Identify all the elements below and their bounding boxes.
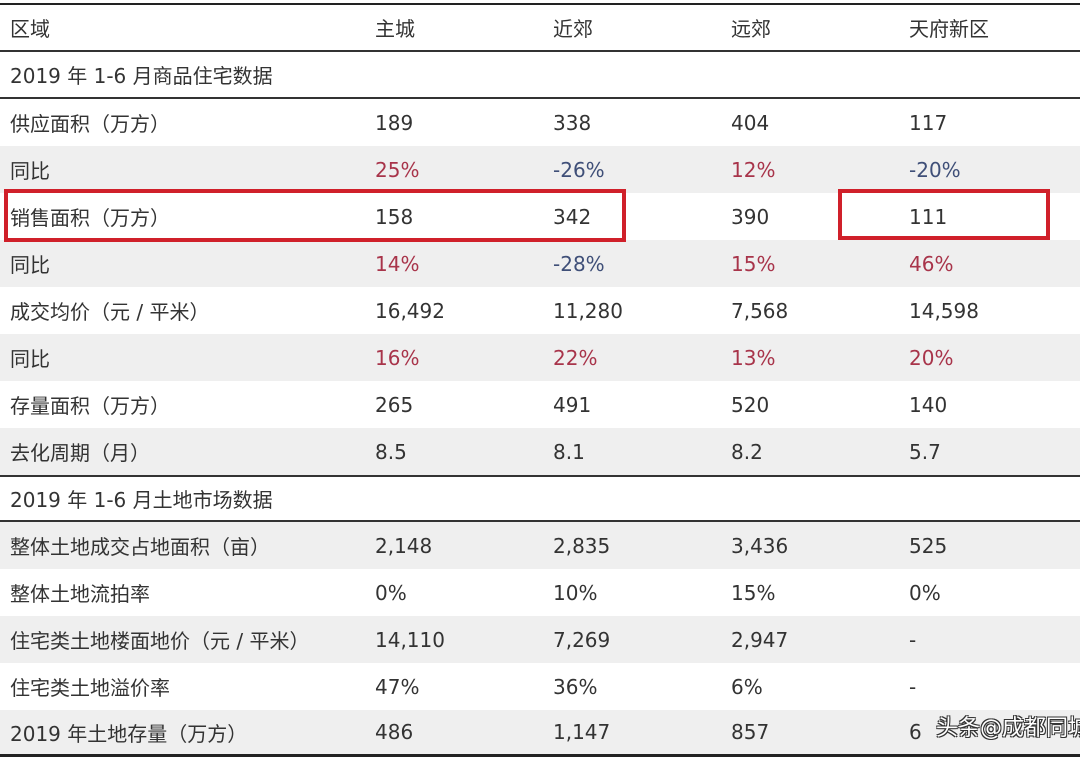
data-table: 区域 主城 近郊 远郊 天府新区 2019 年 1-6 月商品住宅数据 供应面积（万方） 18… [0,3,1080,757]
table-row: 存量面积（万方） 265 491 520 140 [0,381,1080,428]
header-cell: 主城 [375,17,415,41]
row-label: 销售面积（万方） [10,206,170,230]
table-cell: 342 [553,204,592,229]
table-cell: 2,148 [375,533,433,558]
table-cell: -20% [909,157,961,182]
table-cell: 404 [731,110,770,135]
table-cell: 14,110 [375,627,445,652]
table-cell: 16% [375,345,420,370]
table-cell: 486 [375,720,414,744]
row-label: 住宅类土地溢价率 [10,676,170,700]
table-cell: 111 [909,204,948,229]
table-cell: 36% [553,674,598,699]
table-cell: 20% [909,345,954,370]
table-cell: 6% [731,674,763,699]
row-label: 去化周期（月） [10,441,150,465]
table-cell: - [909,627,917,652]
table-cell: -28% [553,251,605,276]
table-cell: 491 [553,392,592,417]
table-cell: 7,568 [731,298,789,323]
table-cell: 8.2 [731,439,763,464]
section-title: 2019 年 1-6 月商品住宅数据 [10,64,273,88]
table-cell: 520 [731,392,770,417]
table-cell: 16,492 [375,298,445,323]
table-cell: 8.5 [375,439,407,464]
row-label: 整体土地成交占地面积（亩） [10,535,270,559]
table-cell: -26% [553,157,605,182]
table-row: 同比 16% 22% 13% 20% [0,334,1080,381]
table-row: 供应面积（万方） 189 338 404 117 [0,99,1080,146]
table-cell: 5.7 [909,439,941,464]
section-row: 2019 年 1-6 月土地市场数据 [0,475,1080,522]
table-cell: 140 [909,392,948,417]
table-row: 住宅类土地溢价率 47% 36% 6% - [0,663,1080,710]
table-cell: 158 [375,204,414,229]
table-cell: 390 [731,204,770,229]
table-cell: 8.1 [553,439,585,464]
table-cell: 25% [375,157,420,182]
section-row: 2019 年 1-6 月商品住宅数据 [0,52,1080,99]
table-cell: 3,436 [731,533,789,558]
table-row: 同比 14% -28% 15% 46% [0,240,1080,287]
highlight-box-tianfu [838,189,1050,240]
table-cell: 0% [375,580,407,605]
row-label: 同比 [10,347,50,371]
row-label: 住宅类土地楼面地价（元 / 平米） [10,629,310,653]
header-cell: 远郊 [731,17,771,41]
table-cell: 7,269 [553,627,611,652]
table-cell: 265 [375,392,414,417]
header-cell: 天府新区 [909,17,989,41]
table-cell: 12% [731,157,776,182]
table-row: 住宅类土地楼面地价（元 / 平米） 14,110 7,269 2,947 - [0,616,1080,663]
table-cell: 525 [909,533,948,558]
table-cell: 14,598 [909,298,979,323]
table-row: 整体土地流拍率 0% 10% 15% 0% [0,569,1080,616]
row-label: 同比 [10,159,50,183]
table-cell: 2,835 [553,533,611,558]
table-cell: 11,280 [553,298,623,323]
table-row: 成交均价（元 / 平米） 16,492 11,280 7,568 14,598 [0,287,1080,334]
highlight-box-main [4,189,626,242]
header-row: 区域 主城 近郊 远郊 天府新区 [0,5,1080,52]
table-cell: 0% [909,580,941,605]
table-cell: 47% [375,674,420,699]
row-label: 整体土地流拍率 [10,582,150,606]
table-cell: 1,147 [553,720,611,744]
row-label: 成交均价（元 / 平米） [10,300,210,324]
table-cell: 15% [731,580,776,605]
row-label: 供应面积（万方） [10,112,170,136]
table-cell: 338 [553,110,592,135]
row-label: 同比 [10,253,50,277]
table-cell: 22% [553,345,598,370]
row-label: 2019 年土地存量（万方） [10,721,248,746]
table-row: 同比 25% -26% 12% -20% [0,146,1080,193]
table-cell: 117 [909,110,948,135]
table-cell: 2,947 [731,627,789,652]
table-cell: 46% [909,251,954,276]
table-cell: - [909,674,917,699]
table-row: 去化周期（月） 8.5 8.1 8.2 5.7 [0,428,1080,475]
table-row: 销售面积（万方） 158 342 390 111 [0,193,1080,240]
header-cell: 近郊 [553,17,593,41]
table-row: 整体土地成交占地面积（亩） 2,148 2,835 3,436 525 [0,522,1080,569]
watermark: 头条@成都同城 [936,716,1080,741]
table-cell: 189 [375,110,414,135]
table-cell: 857 [731,720,770,744]
table-cell: 13% [731,345,776,370]
table-cell: 15% [731,251,776,276]
table-cell: 10% [553,580,598,605]
table-cell: 6 [909,720,922,744]
row-label: 存量面积（万方） [10,394,170,418]
section-title: 2019 年 1-6 月土地市场数据 [10,488,273,512]
table-cell: 14% [375,251,420,276]
table-row: 2019 年土地存量（万方） 486 1,147 857 6 [0,710,1080,757]
header-cell: 区域 [10,17,50,41]
